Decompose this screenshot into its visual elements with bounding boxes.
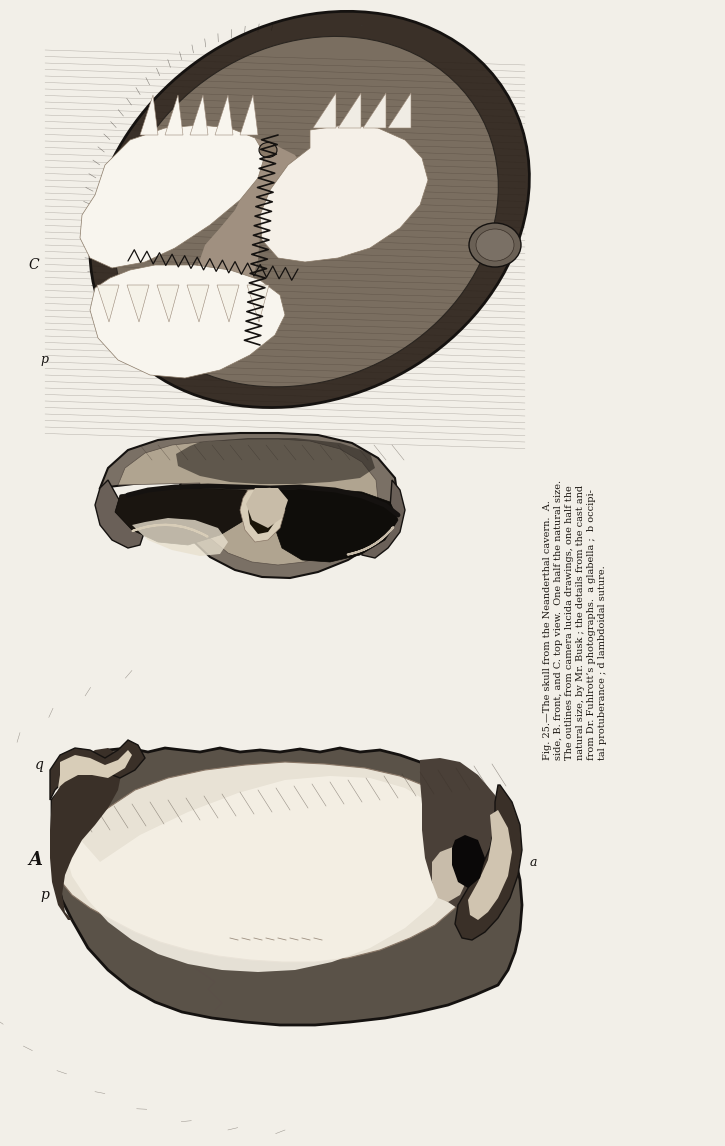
Polygon shape xyxy=(338,93,361,128)
Text: p: p xyxy=(40,888,49,902)
Text: Fig. 25.—The skull from the Neanderthal cavern.  A.: Fig. 25.—The skull from the Neanderthal … xyxy=(544,500,552,760)
Text: side, B. front, and C. top view.  One half the natural size.: side, B. front, and C. top view. One hal… xyxy=(555,480,563,760)
Text: a: a xyxy=(530,856,537,869)
Polygon shape xyxy=(275,488,398,562)
Polygon shape xyxy=(127,285,149,322)
Polygon shape xyxy=(176,438,375,484)
Ellipse shape xyxy=(259,142,277,157)
Ellipse shape xyxy=(469,223,521,267)
Polygon shape xyxy=(157,285,179,322)
Polygon shape xyxy=(248,496,278,534)
Text: The outlines from camera lucida drawings, one half the: The outlines from camera lucida drawings… xyxy=(566,485,574,760)
Text: q: q xyxy=(35,758,44,772)
Polygon shape xyxy=(240,488,285,542)
Polygon shape xyxy=(246,488,288,528)
Polygon shape xyxy=(100,433,398,578)
Text: .: . xyxy=(360,18,364,28)
FancyArrowPatch shape xyxy=(133,525,207,536)
Polygon shape xyxy=(187,285,209,322)
Text: A: A xyxy=(28,851,42,869)
Polygon shape xyxy=(115,488,262,545)
Polygon shape xyxy=(198,138,305,305)
Polygon shape xyxy=(190,95,208,135)
Text: tal protuberance ; d lambdoidal suture.: tal protuberance ; d lambdoidal suture. xyxy=(599,565,608,760)
Polygon shape xyxy=(420,758,515,912)
Text: natural size, by Mr. Busk ; the details from the cast and: natural size, by Mr. Busk ; the details … xyxy=(576,485,586,760)
Polygon shape xyxy=(118,439,378,565)
Polygon shape xyxy=(388,93,411,128)
Polygon shape xyxy=(165,95,183,135)
Polygon shape xyxy=(313,93,336,128)
Polygon shape xyxy=(452,835,485,888)
Polygon shape xyxy=(80,125,265,268)
Ellipse shape xyxy=(476,229,514,261)
Polygon shape xyxy=(140,95,158,135)
Polygon shape xyxy=(115,37,498,387)
Polygon shape xyxy=(95,480,145,548)
Polygon shape xyxy=(97,285,119,322)
Polygon shape xyxy=(90,11,529,408)
Polygon shape xyxy=(217,285,239,322)
Text: p: p xyxy=(40,353,48,367)
Polygon shape xyxy=(432,845,468,902)
Polygon shape xyxy=(260,125,428,262)
Polygon shape xyxy=(50,748,122,920)
Text: from Dr. Fuhlrott’s photographs.  a glabella ;  b occipi-: from Dr. Fuhlrott’s photographs. a glabe… xyxy=(587,489,597,760)
Polygon shape xyxy=(90,265,285,378)
Polygon shape xyxy=(58,762,478,961)
Polygon shape xyxy=(65,776,460,972)
Polygon shape xyxy=(58,749,132,788)
Polygon shape xyxy=(240,95,258,135)
Polygon shape xyxy=(52,748,522,1025)
Text: C: C xyxy=(28,258,38,272)
Polygon shape xyxy=(215,95,233,135)
Polygon shape xyxy=(455,785,522,940)
Polygon shape xyxy=(360,480,405,558)
Polygon shape xyxy=(247,285,269,322)
FancyArrowPatch shape xyxy=(348,527,393,555)
Polygon shape xyxy=(132,518,228,556)
Polygon shape xyxy=(363,93,386,128)
Polygon shape xyxy=(468,810,512,920)
Polygon shape xyxy=(50,740,145,800)
